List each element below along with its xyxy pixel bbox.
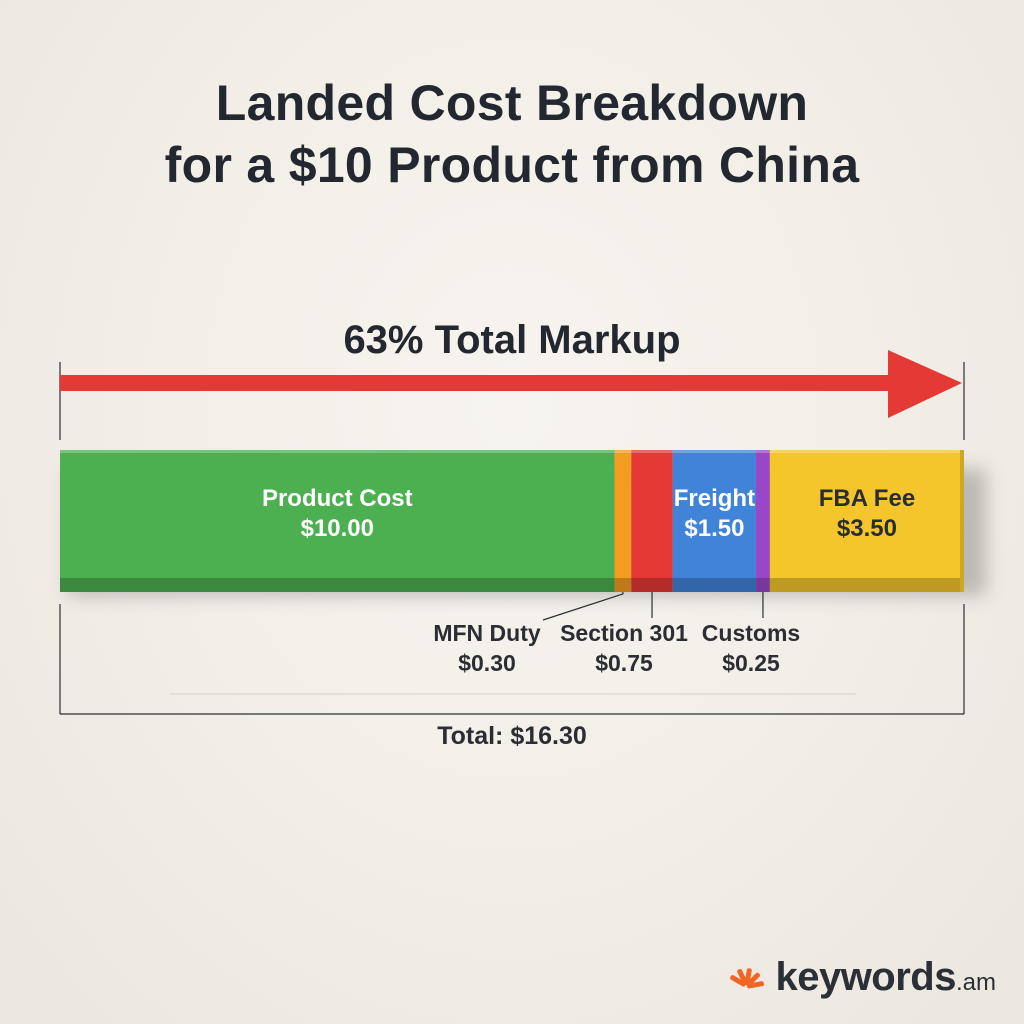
bar-segment-product-cost bbox=[60, 450, 615, 578]
bar-segment-fba-fee bbox=[769, 450, 964, 578]
bar-segment-freight-bevel bbox=[672, 578, 757, 592]
segment-label-freight: Freight bbox=[673, 485, 756, 512]
brand-mark-icon bbox=[730, 967, 765, 988]
bar-segment-product-cost-bevel bbox=[60, 578, 615, 592]
bar-segment-section-301-highlight bbox=[631, 450, 673, 453]
bar-end-cap bbox=[960, 450, 964, 592]
bar-segment-fba-fee-highlight bbox=[769, 450, 964, 453]
bar-segment-section-301 bbox=[631, 450, 673, 578]
bar-segment-freight-highlight bbox=[672, 450, 757, 453]
chart-title: Landed Cost Breakdown for a $10 Product … bbox=[0, 72, 1024, 196]
brand-tld: .am bbox=[955, 969, 996, 996]
callout-value-section-301: $0.75 bbox=[595, 650, 653, 676]
brand-logo: keywords .am bbox=[725, 955, 996, 1000]
bar-segment-product-cost-highlight bbox=[60, 450, 615, 453]
brand-name: keywords bbox=[775, 955, 956, 999]
bar-segment-customs-highlight bbox=[756, 450, 770, 453]
segment-label-fba-fee: FBA Fee bbox=[818, 485, 916, 512]
segment-label-product-cost: Product Cost bbox=[261, 485, 413, 512]
callout-label-section-301: Section 301 bbox=[560, 620, 688, 646]
segment-value-freight: $1.50 bbox=[684, 515, 745, 542]
brand-mark-ray bbox=[746, 972, 761, 987]
bar-segment-fba-fee-bevel bbox=[769, 578, 964, 592]
bar-segment-section-301-bevel bbox=[631, 578, 673, 592]
callout-leader-mfn-duty bbox=[542, 592, 624, 621]
markup-arrow-shaft bbox=[60, 375, 890, 391]
segment-value-product-cost: $10.00 bbox=[300, 515, 374, 542]
bar-segment-mfn-duty bbox=[614, 450, 632, 578]
bar-segment-mfn-duty-highlight bbox=[614, 450, 632, 453]
bar-segment-mfn-duty-bevel bbox=[614, 578, 632, 592]
markup-label: 63% Total Markup bbox=[343, 318, 681, 362]
bar-segment-freight bbox=[672, 450, 757, 578]
callout-value-mfn-duty: $0.30 bbox=[458, 650, 516, 676]
brand-mark-ray bbox=[730, 974, 747, 986]
callout-value-customs: $0.25 bbox=[722, 650, 780, 676]
brand-mark-ray bbox=[744, 967, 753, 985]
total-label: Total: $16.30 bbox=[437, 722, 587, 750]
title-line-2: for a $10 Product from China bbox=[164, 137, 860, 193]
title-line-1: Landed Cost Breakdown bbox=[215, 75, 809, 131]
bar-segment-customs bbox=[756, 450, 770, 578]
brand-mark-ray bbox=[747, 980, 765, 988]
bar-segment-customs-bevel bbox=[756, 578, 770, 592]
markup-arrow-head bbox=[888, 350, 962, 418]
callout-label-mfn-duty: MFN Duty bbox=[433, 620, 541, 646]
segment-value-fba-fee: $3.50 bbox=[836, 515, 897, 542]
callout-label-customs: Customs bbox=[701, 620, 801, 646]
